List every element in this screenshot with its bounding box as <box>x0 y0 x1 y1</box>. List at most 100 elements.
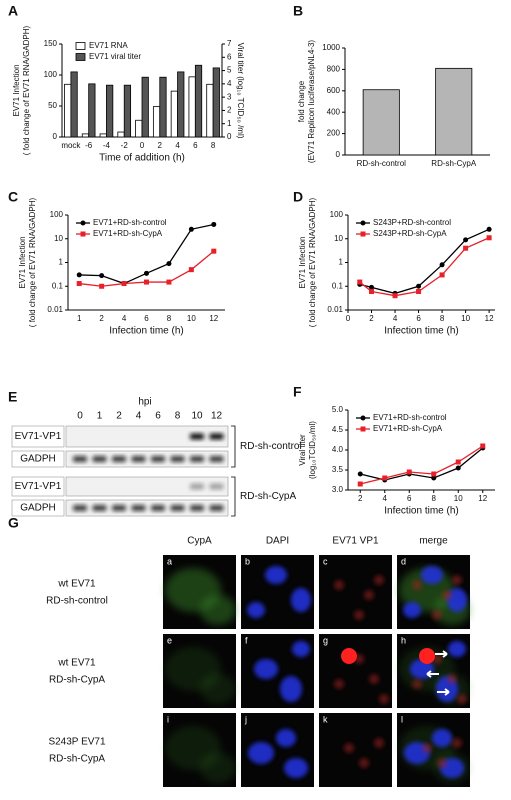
y-axis-label: ( fold change of EV71 RNA/GADPH) <box>28 197 37 327</box>
red-signal <box>364 590 374 600</box>
row-label: wt EV71 <box>57 579 96 590</box>
legend-swatch <box>75 53 86 61</box>
row-label-box <box>11 499 65 517</box>
nucleus <box>284 758 308 778</box>
x-tick-label: RD-sh-CypA <box>431 159 477 168</box>
bar <box>70 71 78 138</box>
point <box>357 481 363 487</box>
cell-letter: a <box>167 556 172 566</box>
green-signal <box>200 753 236 783</box>
panel-label: A <box>8 3 18 19</box>
band <box>112 505 126 511</box>
y-axis-label: ( fold change of EV71 RNA/GADPH) <box>22 25 31 155</box>
y-axis-label: EV71 Infection <box>298 236 307 288</box>
row-label: wt EV71 <box>57 658 96 669</box>
bar <box>106 84 114 138</box>
x-tick-label: 10 <box>187 314 196 323</box>
bar <box>212 67 220 138</box>
micrograph: l <box>397 713 470 787</box>
y-tick-label: 1 <box>59 258 64 267</box>
x-tick-label: 8 <box>440 314 445 323</box>
point <box>406 469 412 475</box>
arrow <box>426 670 439 678</box>
point <box>76 272 82 278</box>
red-signal <box>422 743 432 753</box>
lane-label: 6 <box>155 411 161 422</box>
bracket <box>231 476 236 517</box>
point <box>463 237 469 243</box>
x-tick-label: 4 <box>175 141 180 150</box>
arrow <box>437 688 450 696</box>
y-tick-label: 800 <box>327 65 341 74</box>
lane-label: 12 <box>211 411 223 422</box>
y-axis-label: (EV71 Replicon luciferase/pNL4-3) <box>307 40 316 164</box>
legend-marker <box>360 231 366 237</box>
point <box>431 475 437 481</box>
legend-marker <box>360 415 366 421</box>
y-axis-label: Viral titer <box>298 434 307 466</box>
x-tick-label: 8 <box>432 494 437 503</box>
cell-letter: c <box>323 556 328 566</box>
panel-label: G <box>8 515 19 531</box>
panel-label: E <box>8 389 17 405</box>
band <box>190 483 204 490</box>
bar <box>170 90 178 138</box>
legend-marker <box>80 220 86 226</box>
blot-strip <box>65 425 229 448</box>
band <box>73 505 87 511</box>
group-label: RD-sh-control <box>240 441 302 452</box>
y-tick-label: 100 <box>330 210 344 219</box>
cell-letter: d <box>401 556 406 566</box>
cell-letter: k <box>323 714 328 724</box>
series-line <box>360 445 484 485</box>
band <box>151 505 165 511</box>
y-tick-label: 600 <box>327 86 341 95</box>
y-axis-label: EV71 Infection <box>18 236 27 288</box>
blot-title: hpi <box>138 397 151 408</box>
column-header: EV71 VP1 <box>332 536 379 547</box>
y-tick-label: 0.01 <box>327 305 343 314</box>
nucleus <box>265 566 287 584</box>
y-tick-label: 0.01 <box>47 305 63 314</box>
micrograph: b <box>241 555 314 629</box>
band <box>170 505 185 511</box>
nucleus <box>421 566 443 584</box>
y-axis-label: EV71 Infection <box>12 64 21 116</box>
point <box>357 471 363 477</box>
x-tick-label: 1 <box>77 314 82 323</box>
series-line <box>359 228 490 295</box>
y-tick-label: 4.0 <box>332 445 344 454</box>
x-axis-label: Infection time (h) <box>384 506 458 517</box>
point <box>121 281 127 287</box>
row-label-box <box>11 476 65 497</box>
y-axis-label: ( fold change of EV71 RNA/GADPH) <box>308 197 317 327</box>
y-axis-label: (log₁₀TCID₅₀/ml) <box>308 421 317 479</box>
blot-strip <box>65 499 229 517</box>
red-signal <box>359 758 369 768</box>
x-axis-label: Infection time (h) <box>384 326 458 337</box>
nucleus <box>248 742 274 764</box>
point <box>439 272 445 278</box>
cell-letter: l <box>401 714 403 724</box>
point <box>486 226 492 232</box>
x-tick-label: 8 <box>211 141 216 150</box>
cell-letter: i <box>167 714 169 724</box>
column-header: DAPI <box>266 536 289 547</box>
y-tick-label: 0 <box>53 132 58 141</box>
y-tick-label: 10 <box>54 234 63 243</box>
point <box>166 261 172 267</box>
point <box>369 289 375 295</box>
x-tick-label: 12 <box>485 314 494 323</box>
series-line <box>359 237 490 297</box>
y2-tick-label: 5 <box>227 66 232 75</box>
micrograph: g <box>319 634 392 708</box>
green-signal <box>200 595 236 625</box>
y2-axis-label: Viral titer (log₁₀ TCID₅₀ /ml) <box>236 43 245 139</box>
y-tick-label: 10 <box>334 234 343 243</box>
y-tick-label: 1000 <box>322 43 340 52</box>
y-tick-label: 4.5 <box>332 425 344 434</box>
micrograph-bg <box>319 634 392 708</box>
point <box>463 245 469 251</box>
x-tick-label: 6 <box>407 494 412 503</box>
nucleus <box>448 641 466 657</box>
